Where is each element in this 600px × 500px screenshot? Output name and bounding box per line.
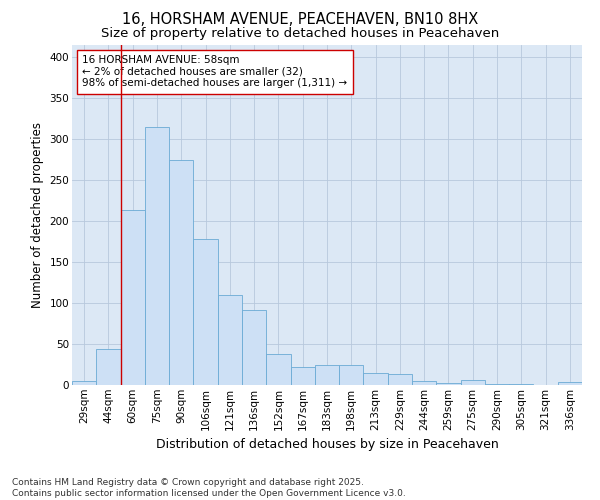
Bar [315,366,339,385]
Bar [412,381,436,385]
Bar [121,210,145,385]
Bar [193,239,218,385]
Text: 16, HORSHAM AVENUE, PEACEHAVEN, BN10 8HX: 16, HORSHAM AVENUE, PEACEHAVEN, BN10 8HX [122,12,478,28]
Bar [558,382,582,385]
Bar [218,295,242,385]
Bar [461,380,485,385]
Bar [364,372,388,385]
Bar [485,384,509,385]
Bar [242,310,266,385]
Bar [145,127,169,385]
Text: Size of property relative to detached houses in Peacehaven: Size of property relative to detached ho… [101,28,499,40]
Bar [72,381,96,385]
Y-axis label: Number of detached properties: Number of detached properties [31,122,44,308]
Bar [266,354,290,385]
Bar [96,349,121,385]
Bar [388,374,412,385]
Bar [169,160,193,385]
Bar [436,384,461,385]
Text: Contains HM Land Registry data © Crown copyright and database right 2025.
Contai: Contains HM Land Registry data © Crown c… [12,478,406,498]
X-axis label: Distribution of detached houses by size in Peacehaven: Distribution of detached houses by size … [155,438,499,451]
Bar [290,367,315,385]
Bar [509,384,533,385]
Bar [339,364,364,385]
Text: 16 HORSHAM AVENUE: 58sqm
← 2% of detached houses are smaller (32)
98% of semi-de: 16 HORSHAM AVENUE: 58sqm ← 2% of detache… [82,55,347,88]
